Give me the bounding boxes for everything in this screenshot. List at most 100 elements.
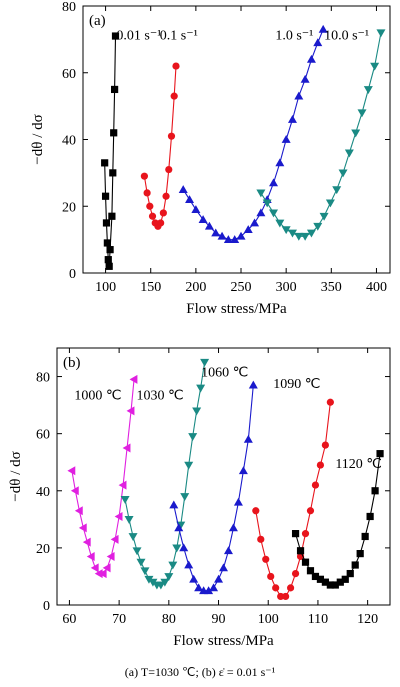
data-point	[250, 218, 260, 227]
data-point	[256, 208, 266, 217]
data-point	[219, 563, 228, 572]
data-point	[74, 506, 83, 516]
data-point	[230, 235, 240, 243]
data-point	[110, 534, 119, 544]
data-point	[114, 511, 123, 521]
data-point	[363, 86, 373, 94]
series-line	[143, 66, 177, 228]
data-point	[228, 523, 238, 532]
data-point	[321, 441, 329, 449]
data-point	[357, 109, 367, 118]
data-point	[275, 158, 285, 167]
data-point	[148, 212, 157, 220]
data-point	[172, 544, 182, 553]
data-point	[233, 497, 243, 506]
data-point	[371, 487, 379, 495]
data-point	[111, 32, 120, 40]
series-3	[252, 398, 334, 601]
x-tick-label: 150	[140, 280, 161, 295]
data-point	[174, 523, 184, 532]
data-point	[144, 575, 154, 584]
data-point	[169, 500, 179, 509]
series-1	[140, 62, 180, 230]
data-point	[184, 461, 194, 470]
data-point	[277, 592, 285, 601]
data-point	[98, 569, 107, 579]
data-point	[306, 507, 315, 515]
data-point	[148, 578, 158, 587]
series-1	[120, 358, 210, 590]
data-point	[269, 209, 279, 218]
data-point	[122, 443, 131, 453]
data-point	[165, 165, 173, 174]
series-line	[255, 402, 331, 597]
panel-b: 60 70 80 90 100 110 120 0 20 40 60 80 Flow stress/MP…	[8, 347, 391, 649]
series-line	[260, 32, 382, 237]
data-point	[275, 219, 285, 228]
data-point	[319, 212, 329, 221]
series-annotation: 1090 ℃	[273, 377, 320, 392]
data-point	[105, 262, 113, 270]
data-point	[211, 228, 221, 237]
data-point	[162, 192, 170, 200]
data-point	[300, 74, 310, 83]
series-0	[101, 32, 120, 270]
series-annotation: 10.0 s⁻¹	[324, 28, 369, 43]
series-line	[71, 379, 135, 575]
data-point	[110, 129, 118, 137]
series-annotation: 1030 ℃	[137, 388, 184, 403]
data-point	[341, 575, 349, 583]
x-tick-label: 110	[308, 612, 328, 627]
data-point	[109, 169, 117, 177]
data-point	[159, 209, 167, 217]
data-point	[209, 583, 219, 592]
data-point	[176, 521, 186, 530]
data-point	[67, 466, 76, 476]
data-point	[306, 567, 315, 575]
x-tick-label: 60	[62, 612, 76, 627]
data-point	[103, 239, 111, 247]
data-point	[376, 29, 386, 38]
data-point	[272, 584, 280, 592]
data-point	[164, 573, 174, 581]
data-point	[296, 547, 305, 555]
data-point	[120, 495, 130, 504]
data-point	[78, 523, 87, 533]
y-tick-label: 20	[62, 200, 76, 215]
x-tick-label: 90	[212, 612, 226, 627]
data-point	[331, 581, 339, 589]
y-tick-label: 60	[36, 428, 50, 443]
data-point	[282, 592, 290, 601]
data-point	[351, 561, 359, 569]
data-point	[106, 246, 114, 254]
data-point	[269, 178, 279, 187]
data-point	[301, 558, 310, 566]
data-point	[178, 185, 188, 193]
data-point	[321, 578, 329, 586]
data-point	[326, 398, 334, 406]
data-point	[129, 374, 138, 384]
data-point	[170, 92, 178, 100]
data-point	[306, 54, 316, 63]
x-tick-label: 400	[366, 280, 387, 295]
y-tick-label: 80	[62, 0, 76, 15]
data-point	[318, 24, 328, 33]
series-annotation: 1000 ℃	[74, 388, 121, 403]
plot-frame	[82, 5, 391, 274]
data-point	[267, 572, 275, 581]
data-point	[128, 533, 138, 541]
data-point	[223, 546, 233, 555]
data-point	[262, 199, 272, 208]
x-tick-label: 70	[112, 612, 126, 627]
series-line	[104, 36, 117, 267]
data-point	[332, 186, 342, 195]
data-point	[316, 575, 325, 583]
data-point	[287, 114, 297, 123]
x-tick-label: 200	[185, 280, 206, 295]
series-annotation: 1120 ℃	[335, 457, 382, 472]
series-annotation: 1.0 s⁻¹	[275, 28, 313, 43]
panel-label: (a)	[89, 13, 106, 29]
data-point	[188, 433, 198, 442]
data-point	[196, 384, 206, 393]
data-point	[184, 560, 194, 569]
